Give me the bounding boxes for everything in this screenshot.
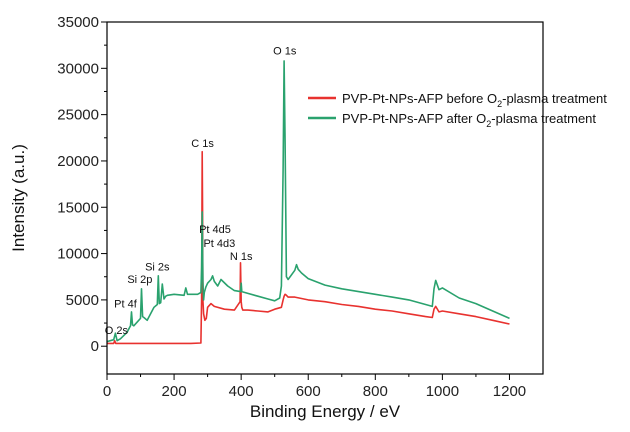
series-line-0 (107, 150, 510, 345)
legend: PVP-Pt-NPs-AFP before O2-plasma treatmen… (308, 91, 607, 129)
y-tick-label: 5000 (66, 292, 99, 309)
series-lines (106, 60, 510, 345)
x-tick-label: 0 (103, 383, 111, 400)
plot-frame (106, 21, 544, 375)
peak-label: Si 2p (127, 274, 152, 286)
legend-label-1: PVP-Pt-NPs-AFP after O2-plasma treatment (342, 111, 596, 129)
y-tick-label: 10000 (57, 246, 99, 263)
y-tick-label: 25000 (57, 107, 99, 124)
peak-label: C 1s (191, 138, 214, 150)
axis-ticks (101, 21, 510, 380)
y-tick-label: 30000 (57, 60, 99, 77)
peak-label: N 1s (230, 251, 253, 263)
peak-label: O 2s (105, 325, 129, 337)
tick-labels: 0 200 400 600 800 1000 1200 0 5000 10000 15000 2000… (57, 14, 526, 400)
peak-label: Pt 4d3 (203, 238, 235, 250)
x-tick-label: 1000 (426, 383, 459, 400)
legend-label-0: PVP-Pt-NPs-AFP before O2-plasma treatmen… (342, 91, 607, 109)
x-tick-label: 800 (363, 383, 388, 400)
y-axis-title: Intensity (a.u.) (9, 144, 28, 252)
x-tick-label: 200 (162, 383, 187, 400)
peak-label: Pt 4d5 (199, 224, 231, 236)
y-tick-label: 0 (91, 338, 99, 355)
y-tick-label: 15000 (57, 199, 99, 216)
x-axis-title: Binding Energy / eV (250, 402, 401, 421)
x-tick-label: 600 (296, 383, 321, 400)
y-tick-label: 20000 (57, 153, 99, 170)
x-tick-label: 400 (229, 383, 254, 400)
peak-label: Si 2s (145, 261, 170, 273)
y-tick-label: 35000 (57, 14, 99, 31)
peak-label: Pt 4f (114, 298, 138, 310)
x-tick-label: 1200 (493, 383, 526, 400)
peak-label: O 1s (273, 45, 297, 57)
series-line-1 (106, 60, 510, 343)
